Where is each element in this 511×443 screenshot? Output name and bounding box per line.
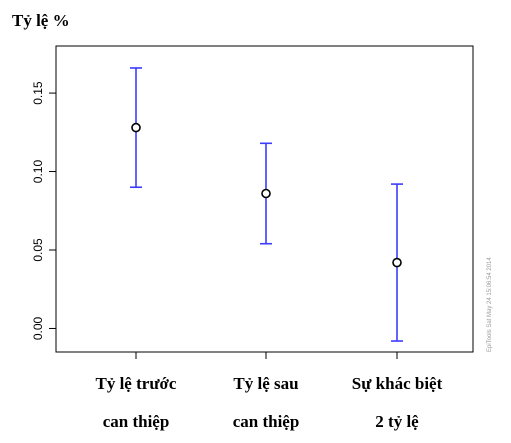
x-category-label: 2 tỷ lệ [375,412,419,431]
y-tick-label: 0.00 [31,316,45,340]
x-category-label: can thiệp [233,412,300,431]
chart-title: Tỷ lệ % [12,11,70,30]
x-category-label: can thiệp [103,412,170,431]
point-estimate-marker [131,122,141,133]
y-tick-label: 0.10 [31,160,45,184]
x-category-label: Tỷ lệ sau [233,374,298,393]
plot-frame [55,45,474,353]
error-bar-group [130,67,142,189]
error-bar-group [391,183,403,342]
point-estimate-marker [392,257,402,268]
y-axis: 0.00 0.05 0.10 0.15 [31,81,56,340]
point-estimate-marker [261,188,271,199]
y-tick-label: 0.15 [31,81,45,105]
watermark-text: EpiTools Sat May 24 15:06:54 2014 [487,257,493,352]
x-category-label: Sự khác biệt [352,374,443,393]
error-bar-group [260,142,272,245]
x-axis: Tỷ lệ trước can thiệp Tỷ lệ sau can thiệp Sự… [96,352,443,431]
y-tick-label: 0.05 [31,238,45,262]
x-category-label: Tỷ lệ trước [96,374,177,393]
data-marks [130,67,403,342]
